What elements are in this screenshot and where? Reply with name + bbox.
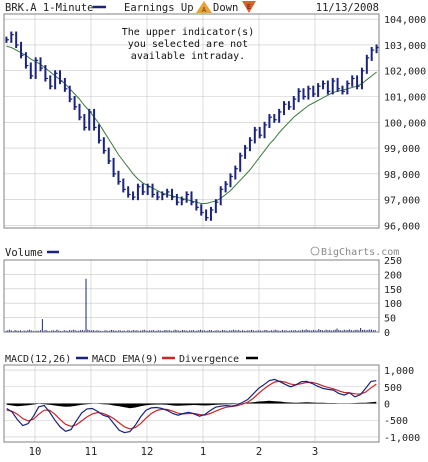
- x-tick-label: 10: [29, 446, 42, 458]
- notice-line-1: The upper indicator(s): [122, 27, 254, 38]
- earnings-down-label: Down: [213, 2, 238, 14]
- price-y-ticks: 104,000 103,000 102,000 101,000 100,000 99,00…: [384, 15, 426, 232]
- macd-series-layer: [6, 378, 377, 434]
- earnings-up-label: Earnings Up: [124, 2, 194, 14]
- macd-y-tick: 0: [384, 400, 390, 411]
- price-y-tick: 96,000: [384, 221, 420, 232]
- price-frame: [3, 13, 380, 229]
- macd-line: [6, 378, 377, 434]
- copyright-icon: [310, 246, 320, 256]
- volume-y-tick: 0: [384, 328, 390, 339]
- macd-y-tick: 1,000: [384, 366, 414, 377]
- volume-y-tick: 250: [384, 256, 402, 267]
- price-y-tick: 99,000: [384, 144, 420, 155]
- macd-frame: [3, 364, 380, 443]
- price-series-layer: [5, 31, 380, 221]
- volume-y-ticks: 250 200 150 100 50 0: [384, 256, 402, 339]
- macd-ema-label: MACD EMA(9): [92, 354, 158, 365]
- price-y-tick: 98,000: [384, 170, 420, 181]
- earnings-up-icon-letter: A: [202, 6, 207, 14]
- earnings-up-icon: A: [196, 1, 212, 14]
- watermark-text: BigCharts.com: [321, 247, 399, 258]
- x-tick-label: 12: [141, 446, 154, 458]
- chart-date: 11/13/2008: [316, 2, 379, 14]
- divergence-area: [6, 400, 377, 409]
- x-tick-label: 3: [312, 446, 318, 458]
- macd-y-tick: -500: [384, 416, 408, 427]
- x-axis-labels: 10 11 12 1 2 3: [29, 446, 318, 458]
- price-grid: [4, 14, 379, 228]
- macd-panel: MACD(12,26) MACD EMA(9) Divergence 1,000…: [3, 354, 420, 444]
- divergence-label: Divergence: [179, 354, 239, 365]
- volume-y-tick: 100: [384, 299, 402, 310]
- price-y-tick: 100,000: [384, 118, 426, 129]
- volume-grid: [4, 260, 379, 332]
- volume-panel: Volume BigCharts.com 250 200 150 100 50 0: [3, 246, 402, 339]
- macd-y-tick: 500: [384, 383, 402, 394]
- notice-line-2: you selected are not: [128, 39, 248, 50]
- symbol-label: BRK.A 1-Minute: [5, 2, 94, 14]
- moving-average-line: [6, 45, 377, 204]
- price-y-tick: 101,000: [384, 93, 426, 104]
- macd-label: MACD(12,26): [5, 354, 71, 365]
- macd-y-tick: -1,000: [384, 433, 420, 444]
- x-tick-label: 1: [200, 446, 206, 458]
- x-tick-label: 11: [85, 446, 98, 458]
- price-y-tick: 97,000: [384, 196, 420, 207]
- intraday-notice: The upper indicator(s) you selected are …: [122, 27, 254, 62]
- price-y-tick: 104,000: [384, 15, 426, 26]
- volume-y-tick: 200: [384, 270, 402, 281]
- price-y-tick: 103,000: [384, 41, 426, 52]
- price-y-tick: 102,000: [384, 67, 426, 78]
- price-panel: 104,000 103,000 102,000 101,000 100,000 99,00…: [3, 13, 426, 232]
- macd-y-ticks: 1,000 500 0 -500 -1,000: [384, 366, 420, 444]
- x-tick-label: 2: [256, 446, 262, 458]
- earnings-down-icon-letter: E: [247, 3, 251, 11]
- bigcharts-watermark: BigCharts.com: [310, 246, 399, 258]
- volume-frame: [3, 259, 380, 333]
- volume-bars: [5, 278, 376, 332]
- earnings-down-icon: E: [242, 1, 256, 13]
- volume-label: Volume: [5, 247, 43, 259]
- notice-line-3: available intraday.: [131, 51, 245, 62]
- volume-y-tick: 50: [384, 314, 396, 325]
- volume-y-tick: 150: [384, 285, 402, 296]
